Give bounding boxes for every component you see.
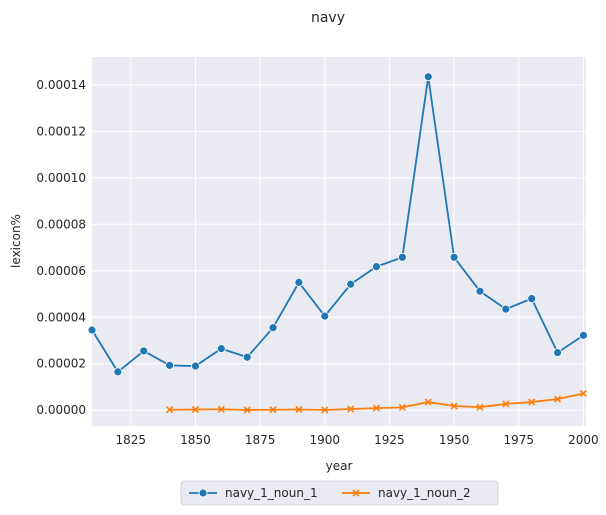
- data-point: [424, 398, 432, 406]
- y-tick-label: 0.00004: [36, 310, 86, 324]
- x-tick-label: 1875: [245, 433, 276, 447]
- data-point: [113, 367, 123, 377]
- data-point: [527, 294, 537, 304]
- data-point: [475, 286, 485, 296]
- data-point: [166, 406, 174, 414]
- data-point: [502, 400, 510, 408]
- legend-entry: navy_1_noun_2: [342, 486, 471, 500]
- data-point: [139, 346, 149, 356]
- data-point: [449, 252, 459, 262]
- data-point: [294, 277, 304, 287]
- legend-box: [180, 480, 499, 506]
- legend: navy_1_noun_1 navy_1_noun_2: [180, 480, 499, 506]
- x-tick-label: 1825: [116, 433, 147, 447]
- data-point: [242, 352, 252, 362]
- data-point: [165, 360, 174, 370]
- data-point: [553, 395, 562, 403]
- data-point: [295, 405, 303, 414]
- x-tick-label: 1900: [310, 433, 341, 447]
- series-navy_1_noun_1: [87, 72, 588, 377]
- data-point: [346, 279, 356, 289]
- y-tick-label: 0.00014: [36, 78, 86, 92]
- data-point: [450, 402, 458, 410]
- x-axis-label: year: [326, 459, 353, 473]
- y-tick-label: 0.00012: [36, 124, 86, 138]
- data-point: [243, 406, 251, 414]
- data-point: [216, 344, 226, 354]
- x-tick-label: 1950: [439, 433, 470, 447]
- legend-marker: [198, 488, 208, 498]
- y-tick-label: 0.00008: [36, 217, 86, 231]
- data-point: [320, 311, 330, 321]
- data-point: [579, 389, 587, 398]
- x-tick-label: 2000: [568, 433, 599, 447]
- legend-entry: navy_1_noun_1: [189, 486, 318, 500]
- data-point: [397, 252, 407, 262]
- y-tick-label: 0.00010: [36, 171, 86, 185]
- data-point: [423, 72, 433, 82]
- data-point: [528, 398, 536, 406]
- data-point: [347, 405, 355, 413]
- data-point: [321, 406, 329, 414]
- data-point: [269, 406, 277, 414]
- y-axis-ticks: 0.00000 0.00002 0.00004 0.00006 0.00008 0.000…: [36, 78, 86, 417]
- data-point: [553, 348, 562, 357]
- x-tick-label: 1850: [180, 433, 211, 447]
- data-point: [501, 304, 511, 314]
- grid-lines: [92, 57, 586, 426]
- chart-title: navy: [311, 10, 345, 26]
- data-point: [268, 323, 278, 333]
- data-point: [217, 405, 225, 413]
- y-tick-label: 0.00000: [36, 403, 86, 417]
- x-axis-ticks: 1825 1850 1875 1900 1925 1950 1975 2000: [116, 433, 599, 447]
- data-point: [398, 403, 406, 411]
- data-point: [191, 405, 200, 414]
- data-point: [476, 403, 484, 411]
- x-tick-label: 1975: [503, 433, 534, 447]
- legend-marker: [352, 489, 360, 497]
- legend-label: navy_1_noun_2: [378, 486, 471, 500]
- plot-area: [92, 57, 586, 426]
- y-tick-label: 0.00006: [36, 264, 86, 278]
- data-point: [87, 325, 97, 335]
- series-navy_1_noun_2: [166, 389, 587, 414]
- legend-label: navy_1_noun_1: [225, 486, 318, 500]
- y-tick-label: 0.00002: [36, 357, 86, 371]
- x-tick-label: 1925: [374, 433, 405, 447]
- data-point: [372, 404, 381, 412]
- data-point: [191, 361, 200, 371]
- y-axis-label: lexicon%: [9, 214, 23, 268]
- data-point: [372, 262, 381, 271]
- series-layer: [87, 72, 588, 414]
- data-point: [579, 330, 588, 340]
